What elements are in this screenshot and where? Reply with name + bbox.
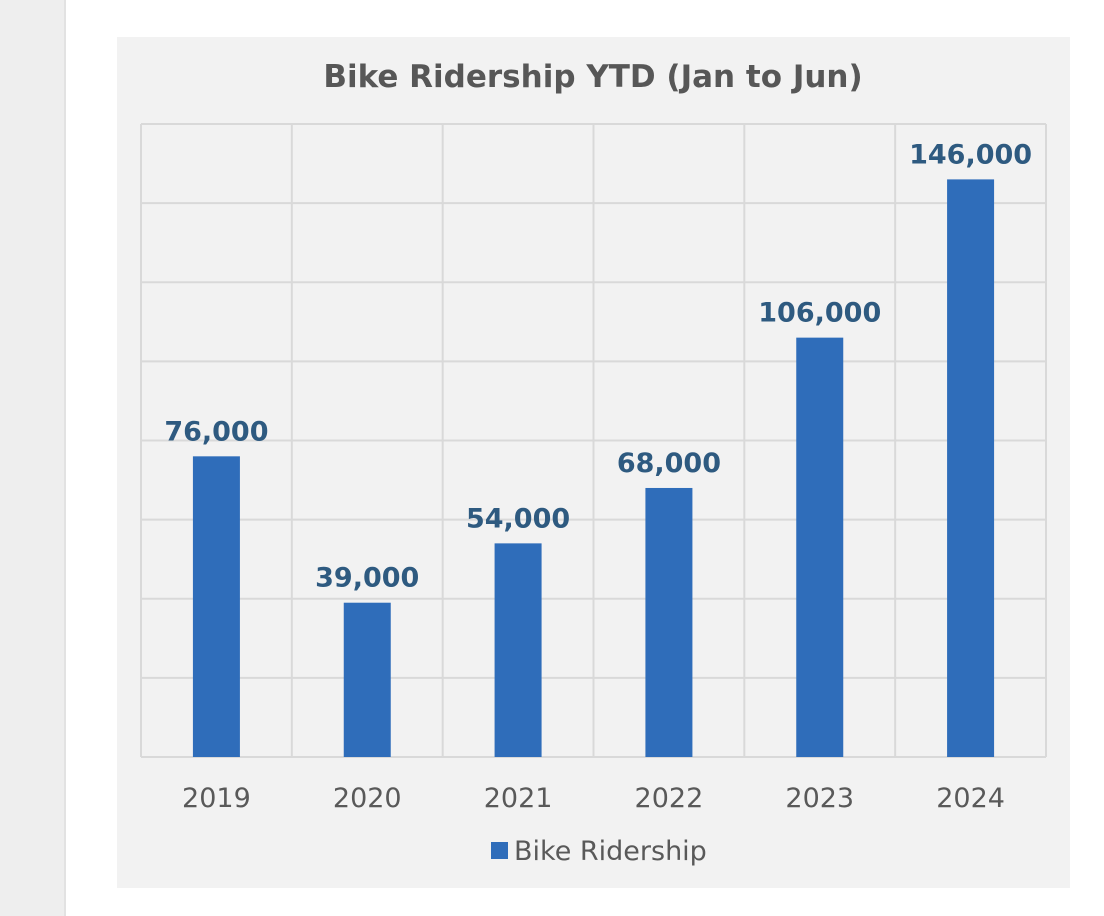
chart-data-labels: 76,000 39,000 54,000 68,000 106,000 146,000 [164,139,1032,593]
data-label-2024: 146,000 [909,139,1032,170]
bar-2021 [494,543,542,757]
bar-2023 [796,337,844,757]
legend-swatch [491,842,508,859]
chart-panel: Bike Ridership YTD (Jan to Jun) 76,000 39… [117,37,1070,888]
chart-bars [192,179,995,757]
bar-chart: Bike Ridership YTD (Jan to Jun) 76,000 39… [140,59,1047,867]
data-label-2019: 76,000 [164,416,268,447]
bar-2019 [192,456,240,757]
chart-gridlines [140,123,1047,758]
x-tick-label-2021: 2021 [484,783,553,814]
x-tick-label-2020: 2020 [333,783,402,814]
data-label-2021: 54,000 [466,503,570,534]
chart-x-tick-labels: 2019 2020 2021 2022 2023 2024 [182,783,1005,814]
x-tick-label-2023: 2023 [785,783,854,814]
x-tick-label-2019: 2019 [182,783,251,814]
chart-legend: Bike Ridership [491,836,707,867]
data-label-2020: 39,000 [315,563,419,594]
x-tick-label-2024: 2024 [936,783,1005,814]
bar-2020 [343,602,391,757]
page-left-gutter [0,0,66,916]
bar-2024 [947,179,995,757]
legend-label: Bike Ridership [514,836,707,867]
data-label-2022: 68,000 [617,448,721,479]
chart-title: Bike Ridership YTD (Jan to Jun) [323,59,862,95]
bar-2022 [645,487,693,757]
data-label-2023: 106,000 [758,298,881,329]
x-tick-label-2022: 2022 [635,783,704,814]
